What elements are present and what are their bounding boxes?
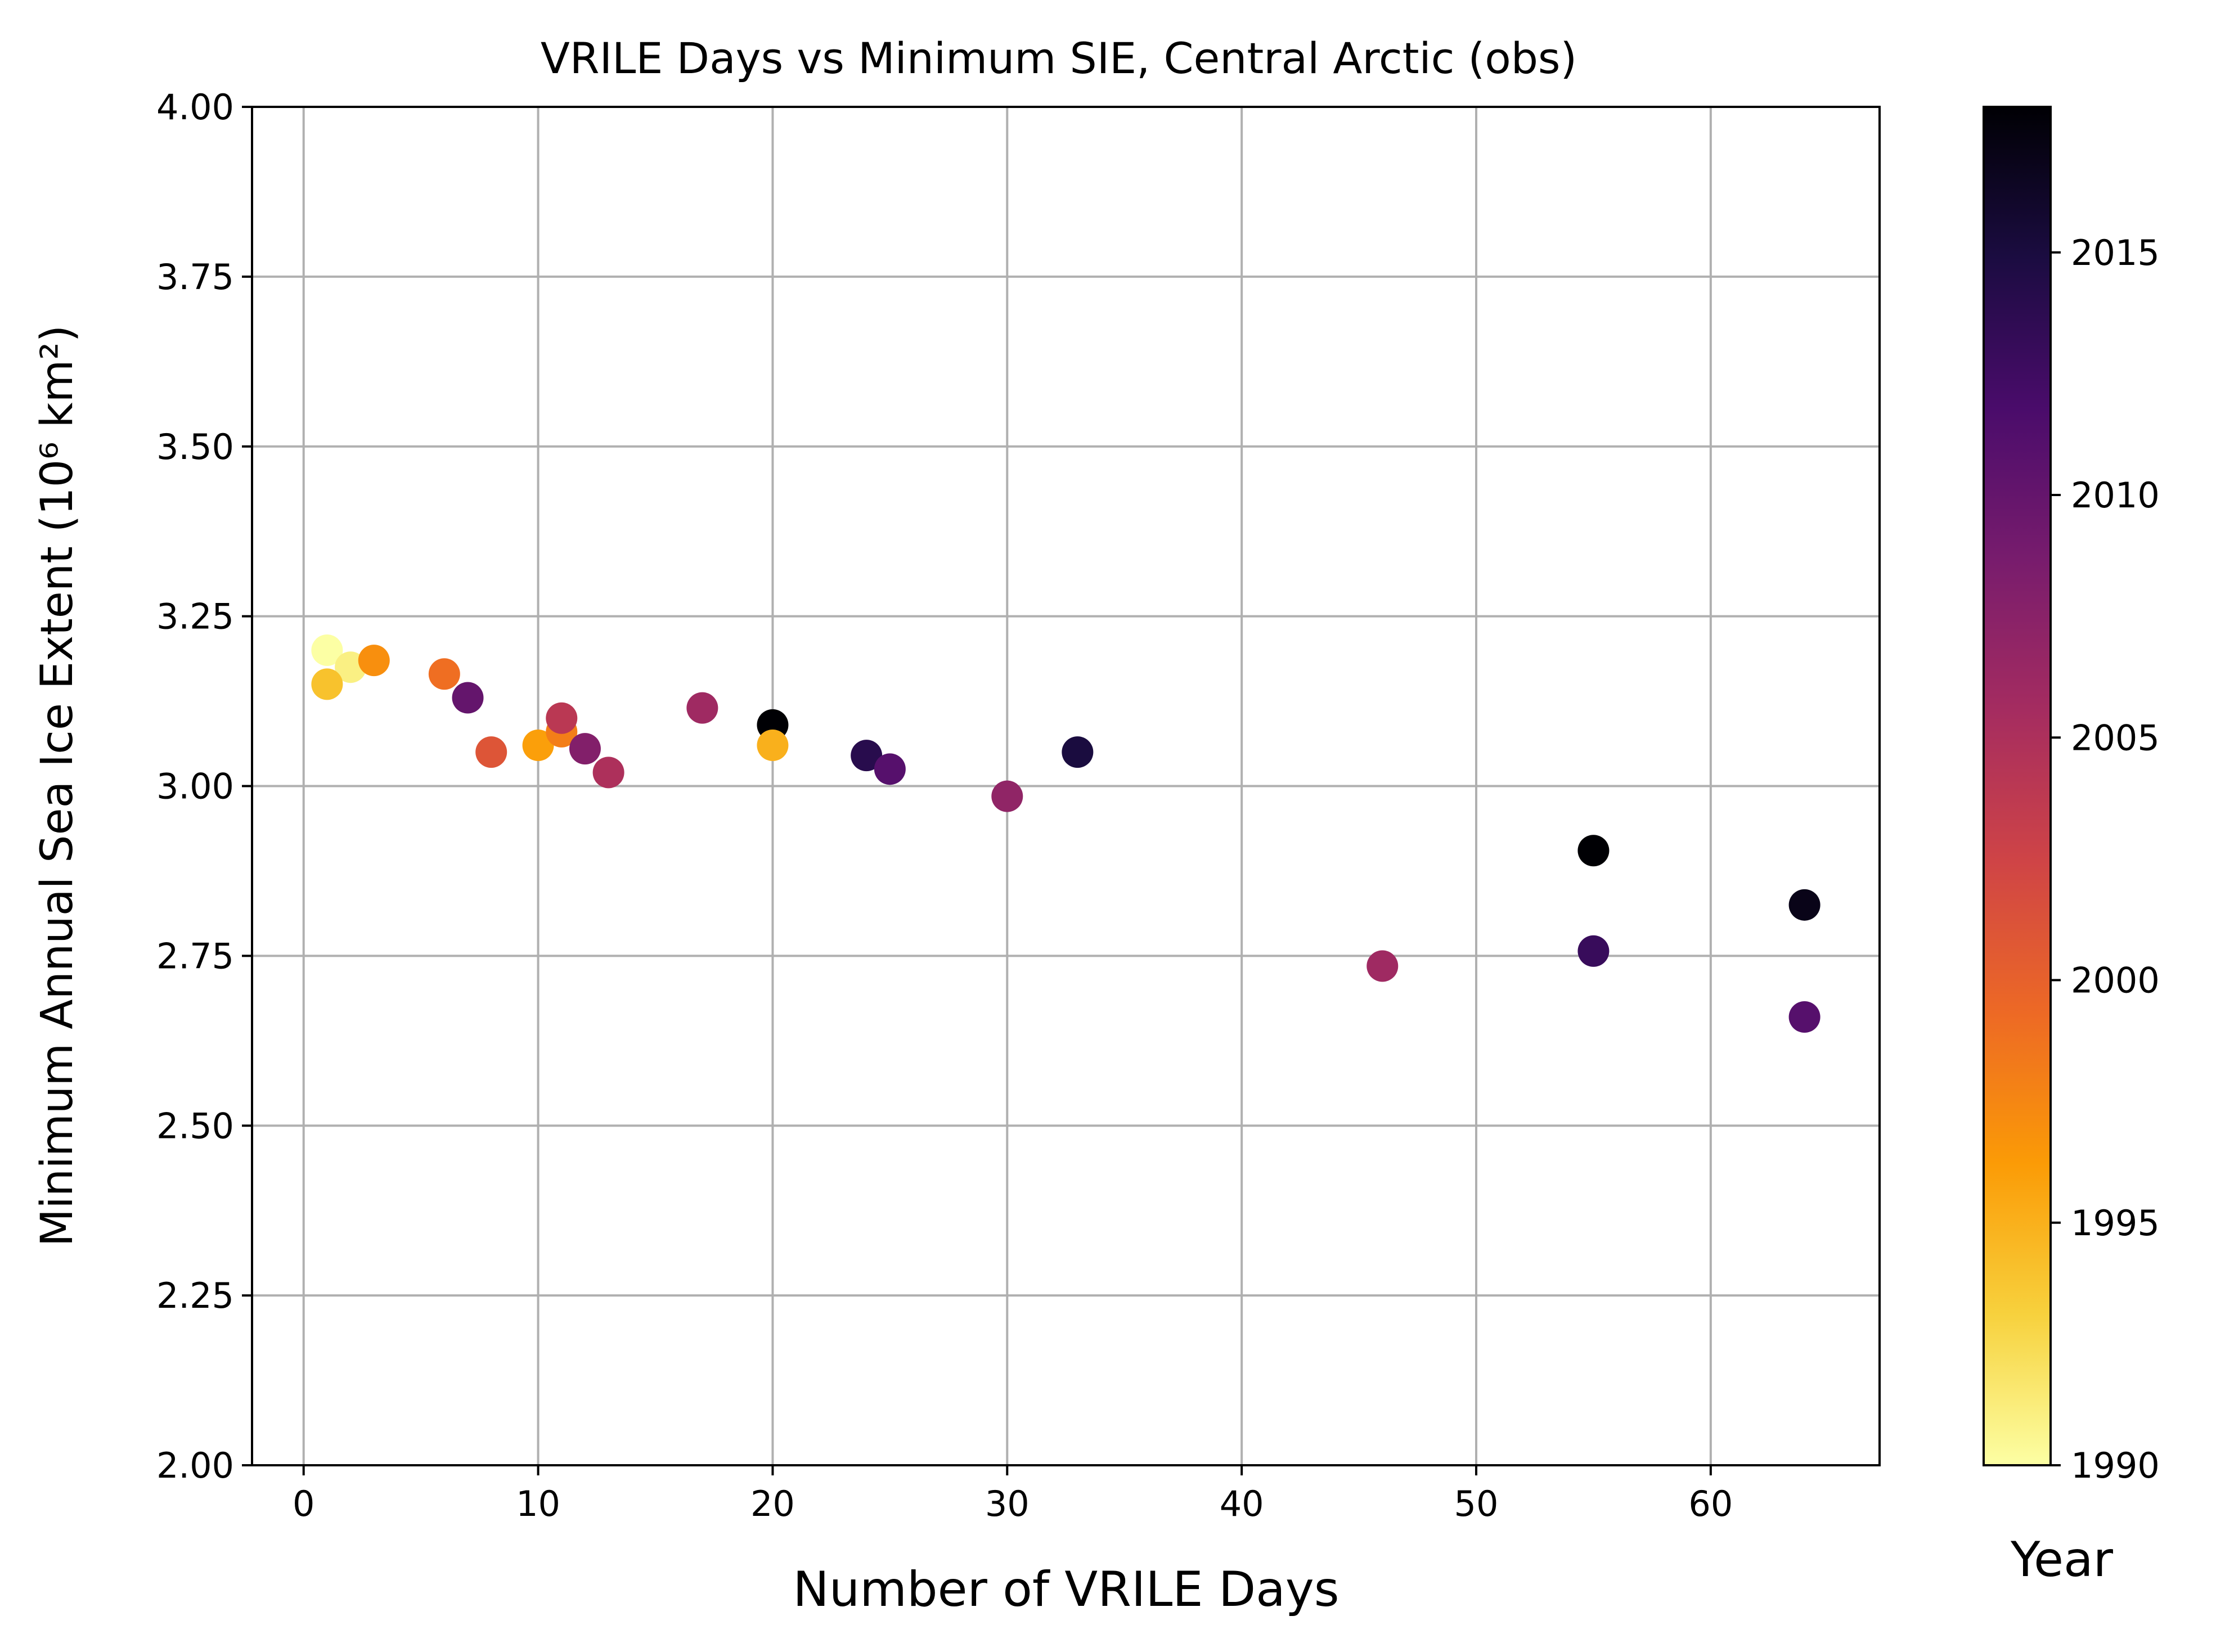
data-point bbox=[874, 753, 906, 785]
y-axis-ticks: 2.00 2.25 2.50 2.75 3.00 3.25 3.50 3.75 4.00 bbox=[156, 87, 252, 1486]
data-point bbox=[686, 692, 718, 724]
data-point bbox=[1577, 935, 1610, 967]
data-point bbox=[851, 740, 883, 772]
y-tick-label: 3.75 bbox=[156, 256, 234, 298]
data-point bbox=[428, 658, 460, 690]
x-tick-label: 30 bbox=[985, 1483, 1030, 1524]
x-tick-label: 50 bbox=[1454, 1483, 1499, 1524]
colorbar-tick-label: 1995 bbox=[2071, 1203, 2160, 1244]
data-point bbox=[452, 682, 484, 714]
x-tick-label: 60 bbox=[1688, 1483, 1733, 1524]
x-tick-label: 10 bbox=[516, 1483, 560, 1524]
colorbar: 1990 1995 2000 2005 2010 2015 Year bbox=[1983, 106, 2160, 1588]
colorbar-tick-label: 2015 bbox=[2071, 232, 2160, 273]
scatter-points bbox=[311, 634, 1821, 1033]
colorbar-label: Year bbox=[2010, 1532, 2114, 1588]
chart-title: VRILE Days vs Minimum SIE, Central Arcti… bbox=[541, 33, 1577, 83]
x-tick-label: 40 bbox=[1220, 1483, 1264, 1524]
data-point bbox=[522, 730, 554, 762]
data-point bbox=[1788, 1001, 1821, 1033]
x-tick-label: 20 bbox=[750, 1483, 795, 1524]
colorbar-tick-label: 2000 bbox=[2071, 960, 2160, 1001]
colorbar-tick-label: 2005 bbox=[2071, 717, 2160, 758]
x-tick-label: 0 bbox=[293, 1483, 314, 1524]
data-point bbox=[311, 634, 343, 666]
y-tick-label: 3.25 bbox=[156, 596, 234, 637]
colorbar-gradient bbox=[1984, 107, 2051, 1465]
colorbar-ticks: 1990 1995 2000 2005 2010 2015 bbox=[2051, 232, 2160, 1486]
data-point bbox=[1367, 950, 1399, 982]
y-tick-label: 3.50 bbox=[156, 426, 234, 467]
data-point bbox=[475, 736, 507, 768]
data-point bbox=[358, 645, 390, 677]
data-point bbox=[757, 730, 789, 762]
y-axis-label: Minimum Annual Sea Ice Extent (10⁶ km²) bbox=[32, 325, 83, 1246]
data-point bbox=[569, 733, 601, 765]
y-tick-label: 2.75 bbox=[156, 935, 234, 976]
data-point bbox=[991, 780, 1023, 812]
colorbar-tick-label: 2010 bbox=[2071, 475, 2160, 516]
y-tick-label: 2.00 bbox=[156, 1445, 234, 1486]
y-tick-label: 3.00 bbox=[156, 766, 234, 807]
y-tick-label: 2.50 bbox=[156, 1105, 234, 1146]
x-axis-label: Number of VRILE Days bbox=[793, 1561, 1339, 1618]
data-point bbox=[1062, 736, 1094, 768]
data-point bbox=[546, 702, 578, 734]
data-point bbox=[1788, 889, 1821, 921]
data-point bbox=[592, 757, 624, 789]
colorbar-tick-label: 1990 bbox=[2071, 1445, 2160, 1486]
colorbar-frame bbox=[1983, 106, 2052, 1466]
x-axis-ticks: 0 10 20 30 40 50 60 bbox=[293, 1465, 1733, 1524]
data-point bbox=[1577, 835, 1610, 867]
grid-lines bbox=[252, 106, 1880, 1466]
data-point bbox=[311, 668, 343, 700]
y-tick-label: 2.25 bbox=[156, 1275, 234, 1316]
y-tick-label: 4.00 bbox=[156, 87, 234, 128]
